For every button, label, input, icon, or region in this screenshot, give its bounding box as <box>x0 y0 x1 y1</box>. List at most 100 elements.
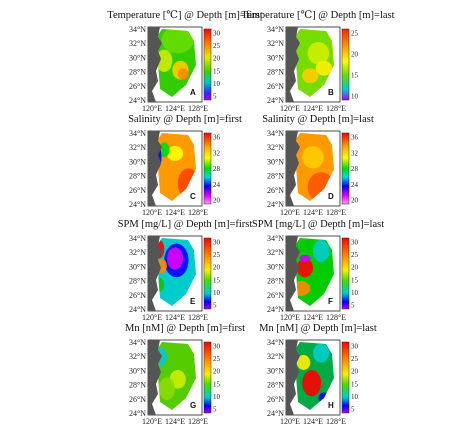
lat-tick-label: 26°N <box>267 395 284 404</box>
colorbar-tick-label: 20 <box>351 51 359 59</box>
lon-tick-label: 120°E <box>280 417 300 426</box>
map-panel-c: Salinity @ Depth [m]=first 34°N 32°N 30°N 28… <box>128 114 242 217</box>
colorbar-tick-label: 15 <box>351 276 359 284</box>
colorbar <box>341 341 350 414</box>
lat-tick-label: 30°N <box>129 157 146 166</box>
colorbar-tick-label: 5 <box>213 302 217 310</box>
lat-tick-label: 24°N <box>129 96 146 105</box>
lat-tick-label: 28°N <box>129 68 146 77</box>
panel-title: SPM [mg/L] @ Depth [m]=last <box>252 219 384 230</box>
lon-tick-label: 120°E <box>142 208 162 217</box>
colorbar-tick-label: 15 <box>351 380 359 388</box>
lat-tick-label: 30°N <box>267 366 284 375</box>
lat-tick-label: 26°N <box>129 395 146 404</box>
colorbar-tick-label: 36 <box>213 134 221 142</box>
colorbar-tick-label: 10 <box>351 93 359 101</box>
colorbar-tick-label: 15 <box>213 380 221 388</box>
lat-tick-label: 34°N <box>129 25 146 34</box>
lat-tick-label: 26°N <box>267 291 284 300</box>
colorbar <box>341 28 350 101</box>
map-panel-b: Temperature [℃] @ Depth [m]=last 34°N 32°N… <box>241 10 394 113</box>
colorbar-tick-label: 20 <box>351 264 359 272</box>
colorbar-tick-label: 20 <box>213 368 221 376</box>
colorbar-tick-label: 25 <box>351 30 359 38</box>
lat-tick-label: 24°N <box>267 96 284 105</box>
lat-tick-label: 32°N <box>129 39 146 48</box>
colorbar-tick-label: 32 <box>213 149 221 157</box>
lon-tick-label: 128°E <box>188 417 208 426</box>
lon-tick-label: 124°E <box>165 208 185 217</box>
land-mass <box>148 236 162 311</box>
map-panel-d: Salinity @ Depth [m]=last 34°N 32°N 30°N 28°… <box>262 114 374 217</box>
lon-tick-label: 124°E <box>165 313 185 322</box>
lat-tick-label: 28°N <box>267 277 284 286</box>
lat-tick-label: 32°N <box>267 39 284 48</box>
colorbar-tick-label: 20 <box>351 368 359 376</box>
land-mass <box>286 236 300 311</box>
colorbar-tick-label: 25 <box>351 355 359 363</box>
colorbar-tick-label: 10 <box>213 80 221 88</box>
map-panel-a: Temperature [℃] @ Depth [m]=first 34°N 32°… <box>107 10 263 113</box>
colorbar-tick-label: 20 <box>351 197 359 205</box>
lat-tick-label: 26°N <box>267 82 284 91</box>
panel-letter: C <box>190 192 196 201</box>
colorbar-tick-label: 30 <box>351 343 359 351</box>
land-mass <box>148 131 162 206</box>
lat-tick-label: 30°N <box>267 262 284 271</box>
lon-tick-label: 128°E <box>326 417 346 426</box>
lon-tick-label: 120°E <box>142 104 162 113</box>
lon-tick-label: 128°E <box>188 313 208 322</box>
lat-tick-label: 32°N <box>129 143 146 152</box>
lat-tick-label: 24°N <box>267 200 284 209</box>
lat-tick-label: 34°N <box>267 234 284 243</box>
lat-tick-label: 28°N <box>267 381 284 390</box>
sea-field <box>154 29 196 97</box>
lon-tick-label: 128°E <box>188 104 208 113</box>
colorbar-tick-label: 28 <box>213 165 221 173</box>
colorbar-tick-label: 30 <box>351 239 359 247</box>
lon-tick-label: 120°E <box>142 417 162 426</box>
panel-title: SPM [mg/L] @ Depth [m]=first <box>118 219 253 230</box>
colorbar-tick-label: 20 <box>213 55 221 63</box>
colorbar-tick-label: 24 <box>213 181 221 189</box>
colorbar-tick-label: 10 <box>351 289 359 297</box>
colorbar-tick-label: 5 <box>351 302 355 310</box>
colorbar-tick-label: 25 <box>213 251 221 259</box>
lat-tick-label: 32°N <box>267 352 284 361</box>
lat-tick-label: 32°N <box>267 143 284 152</box>
lon-tick-label: 124°E <box>165 417 185 426</box>
land-mass <box>148 27 162 102</box>
lon-tick-label: 124°E <box>303 104 323 113</box>
panel-letter: A <box>190 88 196 97</box>
colorbar-tick-label: 36 <box>351 134 359 142</box>
colorbar-tick-label: 15 <box>351 72 359 80</box>
panel-letter: G <box>190 401 196 410</box>
colorbar <box>203 237 212 310</box>
lat-tick-label: 30°N <box>129 262 146 271</box>
lat-tick-label: 34°N <box>267 129 284 138</box>
lat-tick-label: 34°N <box>267 25 284 34</box>
colorbar-tick-label: 5 <box>213 93 217 101</box>
lat-tick-label: 26°N <box>267 186 284 195</box>
lon-tick-label: 120°E <box>280 313 300 322</box>
panel-title: Salinity @ Depth [m]=first <box>128 114 242 125</box>
lat-tick-label: 28°N <box>267 172 284 181</box>
colorbar-tick-label: 25 <box>351 251 359 259</box>
map-panel-g: Mn [nM] @ Depth [m]=first 34°N 32°N 30°N 28°… <box>125 323 245 426</box>
colorbar-tick-label: 25 <box>213 42 221 50</box>
lon-tick-label: 128°E <box>188 208 208 217</box>
colorbar-tick-label: 25 <box>213 355 221 363</box>
lat-tick-label: 32°N <box>129 352 146 361</box>
colorbar-tick-label: 30 <box>213 239 221 247</box>
lat-tick-label: 24°N <box>129 305 146 314</box>
land-mass <box>148 340 162 415</box>
lat-tick-label: 32°N <box>267 248 284 257</box>
panel-letter: H <box>328 401 334 410</box>
colorbar-tick-label: 10 <box>351 393 359 401</box>
lon-tick-label: 124°E <box>303 208 323 217</box>
colorbar-tick-label: 10 <box>213 393 221 401</box>
colorbar <box>203 132 212 205</box>
lat-tick-label: 30°N <box>129 366 146 375</box>
colorbar-tick-label: 5 <box>213 406 217 414</box>
colorbar-tick-label: 15 <box>213 276 221 284</box>
